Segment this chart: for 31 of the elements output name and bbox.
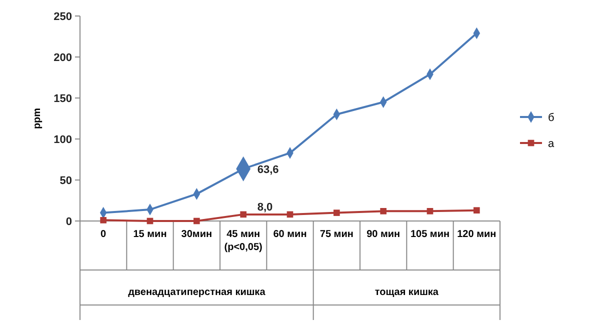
point: [474, 207, 480, 214]
x-tick-label: 105 мин: [410, 229, 450, 240]
y-tick-label: 50: [60, 175, 72, 187]
y-tick-label: 100: [54, 134, 72, 146]
x-tick-label: 120 мин: [457, 229, 496, 240]
point: [426, 208, 434, 214]
x-tick-label: 0: [100, 229, 107, 240]
x-tick-label: 90 мин: [366, 229, 400, 240]
legend-label: а: [548, 138, 555, 150]
data-label: 63,6: [257, 164, 279, 176]
point: [286, 211, 294, 218]
y-tick-label: 150: [54, 93, 72, 105]
y-tick-label: 250: [54, 11, 72, 23]
x-tick-label: 30мин: [181, 229, 212, 240]
x-tick-label: 60 мин: [273, 229, 307, 240]
point: [146, 218, 154, 224]
point: [100, 217, 106, 224]
point: [240, 211, 246, 218]
x-tick-label: 75 мин: [320, 229, 354, 240]
point: [380, 208, 386, 214]
y-axis-title: ppm: [32, 108, 43, 130]
y-tick-label: 0: [66, 216, 72, 228]
text: двенадцатиперстная кишка: [128, 287, 266, 298]
point: [334, 210, 340, 216]
x-tick-label: 15 мин: [133, 229, 167, 240]
legend-label: б: [548, 112, 554, 124]
y-tick-label: 200: [54, 52, 72, 64]
data-label: 8,0: [257, 201, 273, 214]
text: тощая кишка: [374, 287, 439, 298]
point: [194, 218, 200, 224]
x-tick-label: 45 мин (p<0,05): [224, 229, 262, 253]
